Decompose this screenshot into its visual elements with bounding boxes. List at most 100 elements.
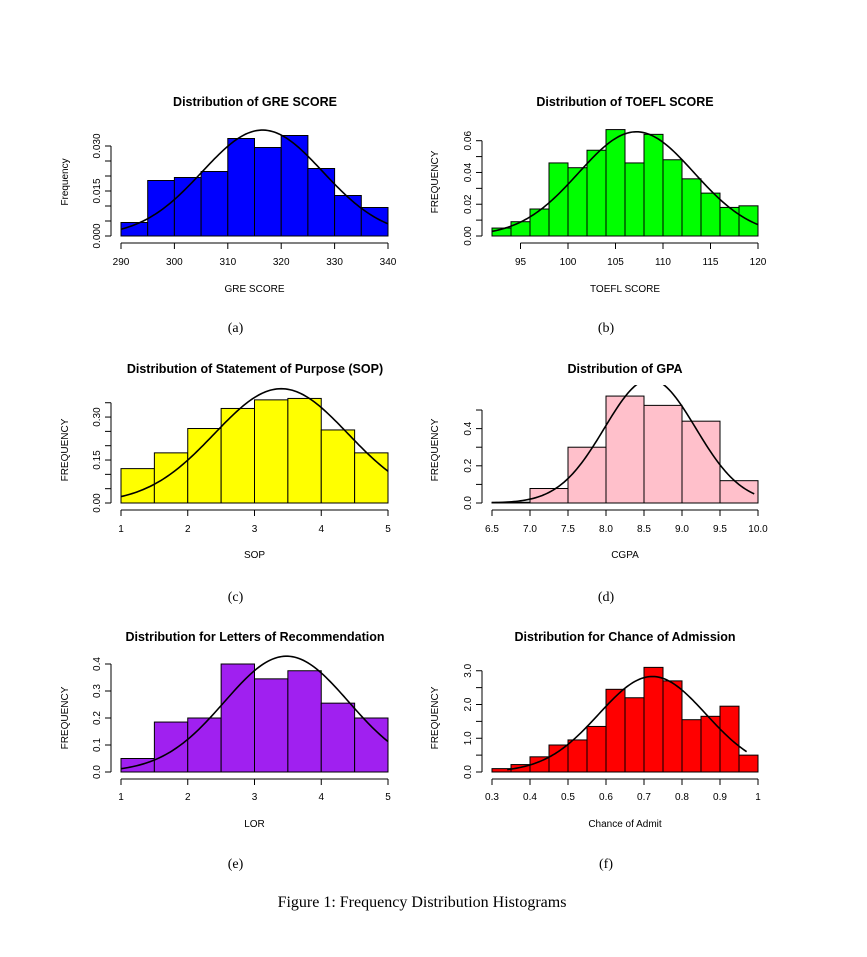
y-tick-label: 0.2 xyxy=(92,711,103,725)
y-tick-label: 0.00 xyxy=(92,493,103,513)
histogram-bar xyxy=(280,135,309,237)
y-axis: 0.00 0.15 0.30 xyxy=(92,402,112,513)
x-tick-label: 1 xyxy=(755,792,761,803)
y-tick-label: 0.015 xyxy=(92,178,103,203)
x-tick-label: 0.3 xyxy=(485,792,499,803)
x-tick-label: 2 xyxy=(185,792,191,803)
histogram-bar xyxy=(605,395,645,504)
chart-title: Distribution of GRE SCORE xyxy=(173,95,337,109)
histogram-bar xyxy=(254,147,282,237)
histogram-bar xyxy=(354,452,389,504)
histogram-bar xyxy=(187,717,222,773)
x-tick-label: 0.7 xyxy=(637,792,651,803)
y-tick-label: 0.030 xyxy=(92,133,103,158)
x-tick-label: 9.5 xyxy=(713,524,727,535)
y-axis: 0.00 0.02 0.04 0.06 xyxy=(463,131,483,246)
histogram-bar xyxy=(605,688,626,773)
histogram-bar xyxy=(153,721,189,773)
histogram-bar xyxy=(529,208,550,237)
y-axis-label: Frequency xyxy=(60,158,71,205)
x-tick-label: 3 xyxy=(252,524,258,535)
x-tick-label: 330 xyxy=(326,257,343,268)
x-axis-label: SOP xyxy=(244,550,265,561)
subfigure-label: (d) xyxy=(598,590,615,605)
histogram-bar xyxy=(567,739,588,773)
histogram-bar xyxy=(681,420,721,504)
y-tick-label: 0.0 xyxy=(463,765,474,779)
x-axis: 95 100 105 110 115 120 xyxy=(515,242,767,268)
histogram-bar xyxy=(200,171,229,237)
x-tick-label: 1 xyxy=(118,792,124,803)
x-axis: 6.5 7.0 7.5 8.0 8.5 9.0 9.5 10.0 xyxy=(485,509,768,535)
x-axis-label: TOEFL SCORE xyxy=(590,284,660,295)
y-tick-label: 0.04 xyxy=(463,162,474,182)
y-axis-label: FREQUENCY xyxy=(60,686,71,749)
chart-panel-5: Distribution for Letters of Recommendati… xyxy=(60,630,391,872)
x-tick-label: 5 xyxy=(385,792,391,803)
x-tick-label: 3 xyxy=(252,792,258,803)
subfigure-label: (f) xyxy=(599,857,613,872)
histogram-bar xyxy=(624,162,645,237)
normal-density-curve xyxy=(120,129,389,231)
y-axis-label: FREQUENCY xyxy=(430,418,441,481)
histogram-bar xyxy=(605,129,626,237)
y-tick-label: 3.0 xyxy=(463,663,474,677)
histogram-bar xyxy=(120,468,155,504)
subfigure-label: (e) xyxy=(228,857,244,872)
x-tick-label: 4 xyxy=(318,524,324,535)
histogram-bar xyxy=(153,452,189,504)
subfigure-label: (b) xyxy=(598,321,615,336)
histogram-bar xyxy=(320,429,356,504)
x-tick-label: 0.9 xyxy=(713,792,727,803)
histogram-bar xyxy=(567,167,588,237)
histogram-bar xyxy=(510,221,531,237)
normal-density-curve xyxy=(120,655,389,770)
histogram-bar xyxy=(220,663,255,773)
x-tick-label: 9.0 xyxy=(675,524,689,535)
histogram-bar xyxy=(681,719,702,773)
y-axis: 0.0 0.2 0.4 xyxy=(463,409,483,510)
x-tick-label: 290 xyxy=(113,257,130,268)
x-tick-label: 105 xyxy=(607,257,624,268)
histogram-bar xyxy=(624,697,645,773)
y-tick-label: 0.4 xyxy=(92,657,103,671)
x-tick-label: 320 xyxy=(273,257,290,268)
x-tick-label: 115 xyxy=(703,257,719,268)
x-tick-label: 1 xyxy=(118,524,124,535)
histogram-bar xyxy=(586,149,607,237)
y-tick-label: 0.0 xyxy=(92,765,103,779)
y-axis: 0.0 1.0 2.0 3.0 xyxy=(463,663,483,779)
x-tick-label: 10.0 xyxy=(748,524,768,535)
histogram-bar xyxy=(719,480,759,504)
histogram-bar xyxy=(320,702,356,773)
y-axis-label: FREQUENCY xyxy=(430,686,441,749)
x-tick-label: 0.8 xyxy=(675,792,689,803)
y-axis: 0.0 0.1 0.2 0.3 0.4 xyxy=(92,657,112,779)
x-tick-label: 340 xyxy=(380,257,397,268)
histogram-bar xyxy=(643,666,664,773)
x-axis: 290 300 310 320 330 340 xyxy=(113,242,397,268)
x-tick-label: 8.5 xyxy=(637,524,651,535)
x-tick-label: 0.5 xyxy=(561,792,575,803)
y-tick-label: 0.1 xyxy=(92,738,103,752)
histogram-bar xyxy=(227,138,256,237)
y-tick-label: 0.15 xyxy=(92,450,103,470)
normal-density-curve xyxy=(491,130,759,233)
x-tick-label: 110 xyxy=(655,257,671,268)
x-tick-label: 7.5 xyxy=(561,524,575,535)
normal-density-curve xyxy=(507,675,748,771)
y-tick-label: 2.0 xyxy=(463,697,474,711)
y-axis-label: FREQUENCY xyxy=(60,418,71,481)
y-tick-label: 0.4 xyxy=(463,421,474,435)
histogram-bar xyxy=(643,404,683,504)
y-axis: 0.000 0.015 0.030 xyxy=(92,133,112,249)
y-tick-label: 1.0 xyxy=(463,731,474,745)
y-axis-label: FREQUENCY xyxy=(430,150,441,213)
x-tick-label: 4 xyxy=(318,792,324,803)
chart-title: Distribution for Letters of Recommendati… xyxy=(125,630,384,644)
x-tick-label: 8.0 xyxy=(599,524,613,535)
figure-caption: Figure 1: Frequency Distribution Histogr… xyxy=(278,894,567,911)
histogram-bar xyxy=(548,744,569,773)
subfigure-label: (c) xyxy=(228,590,244,605)
x-axis: 0.3 0.4 0.5 0.6 0.7 0.8 0.9 1 xyxy=(485,778,761,803)
